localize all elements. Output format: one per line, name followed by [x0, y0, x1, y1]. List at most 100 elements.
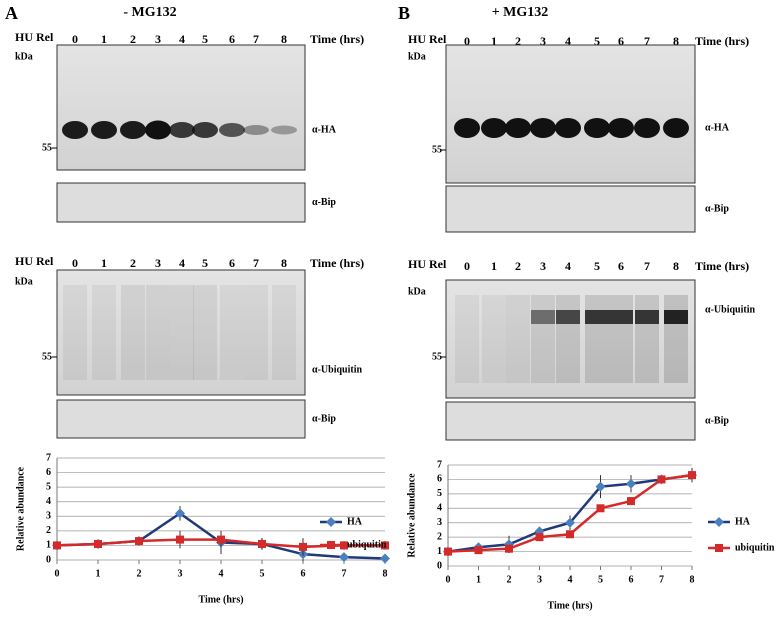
series-line	[447, 473, 693, 553]
blot	[56, 269, 306, 396]
lane-label: 7	[253, 32, 259, 46]
lane-label: 8	[673, 259, 679, 273]
band	[530, 118, 556, 138]
panel-title: - MG132	[123, 5, 176, 20]
data-point	[175, 508, 185, 519]
y-tick-label: 1	[437, 546, 442, 557]
x-axis-label: Time (hrs)	[198, 594, 243, 605]
lane-label: 5	[594, 34, 600, 48]
y-tick-label: 7	[46, 452, 51, 463]
loading-blot	[445, 185, 696, 233]
lane-label: 2	[515, 259, 521, 273]
legend-label: ubiquitin	[347, 539, 387, 550]
y-tick-label: 7	[437, 459, 442, 470]
blot	[56, 44, 306, 171]
x-tick-label: 6	[629, 574, 634, 585]
y-tick-label: 0	[437, 560, 442, 571]
data-point	[688, 471, 696, 480]
lane-label: 3	[540, 259, 546, 273]
x-tick-label: 4	[219, 568, 224, 579]
blot-header: HU Rel	[15, 30, 54, 44]
lane-label: 0	[72, 256, 78, 270]
y-tick-label: 3	[437, 517, 442, 528]
x-tick-label: 8	[383, 568, 388, 579]
band	[664, 310, 688, 324]
legend-label: HA	[347, 516, 363, 527]
x-tick-label: 0	[55, 568, 60, 579]
x-axis-label: Time (hrs)	[547, 600, 592, 611]
lane-label: 7	[644, 259, 650, 273]
data-point	[595, 481, 606, 492]
y-tick-label: 3	[46, 511, 51, 522]
data-point	[217, 535, 225, 544]
data-point	[176, 535, 184, 544]
band	[555, 118, 581, 138]
x-tick-label: 1	[476, 574, 481, 585]
lane-label: 1	[101, 256, 107, 270]
smear	[506, 295, 530, 383]
y-tick-label: 5	[437, 488, 442, 499]
lane-label: 0	[72, 32, 78, 46]
smear	[146, 285, 170, 380]
x-tick-label: 0	[446, 574, 451, 585]
loading-blot	[56, 182, 306, 223]
lane-label: 2	[130, 256, 136, 270]
band	[120, 121, 146, 139]
y-tick-label: 1	[46, 540, 51, 551]
blot	[445, 279, 696, 399]
blot	[445, 44, 696, 184]
lane-label: 6	[229, 32, 235, 46]
band	[584, 118, 610, 138]
data-point	[596, 504, 605, 513]
smear	[121, 285, 145, 380]
legend-marker	[326, 517, 336, 527]
data-point	[566, 530, 574, 539]
lane-label: 6	[618, 34, 624, 48]
data-point	[53, 541, 61, 550]
data-point	[627, 497, 635, 506]
loading-label: α-Bip	[312, 413, 336, 424]
band	[663, 118, 689, 138]
lane-label: 4	[179, 32, 185, 46]
lane-label: 8	[281, 256, 287, 270]
x-tick-label: 3	[178, 568, 183, 579]
y-tick-label: 6	[46, 467, 51, 478]
blot-header: HU Rel	[15, 254, 54, 268]
data-point	[380, 553, 390, 564]
data-point	[474, 546, 483, 555]
antibody-label: α-Ubiquitin	[705, 304, 755, 315]
data-point	[626, 478, 636, 489]
lane-label: 5	[594, 259, 600, 273]
x-tick-label: 4	[568, 574, 573, 585]
band	[91, 121, 117, 139]
lane-label: 2	[130, 32, 136, 46]
x-tick-label: 8	[690, 574, 695, 585]
band	[219, 123, 245, 137]
band	[62, 121, 88, 139]
lane-label: 4	[565, 34, 571, 48]
kda-label: kDa	[15, 51, 33, 62]
marker-label: 55	[42, 142, 52, 153]
band	[608, 118, 634, 138]
legend-marker	[715, 544, 723, 552]
smear	[193, 285, 217, 380]
data-point	[258, 539, 266, 548]
lane-label: 6	[618, 259, 624, 273]
x-tick-label: 7	[659, 574, 664, 585]
data-point	[94, 539, 102, 548]
lane-label: 1	[491, 259, 497, 273]
loading-blot	[56, 399, 306, 439]
legend-marker	[714, 517, 724, 527]
smear	[272, 285, 296, 380]
smear	[531, 295, 555, 383]
lane-label: 4	[565, 259, 571, 273]
time-label: Time (hrs)	[310, 256, 364, 270]
marker-label: 55	[42, 351, 52, 362]
loading-label: α-Bip	[312, 197, 336, 208]
lane-label: 0	[464, 259, 470, 273]
antibody-label: α-HA	[705, 122, 730, 133]
smear	[244, 285, 268, 380]
smear	[92, 285, 116, 380]
data-point	[381, 541, 389, 550]
